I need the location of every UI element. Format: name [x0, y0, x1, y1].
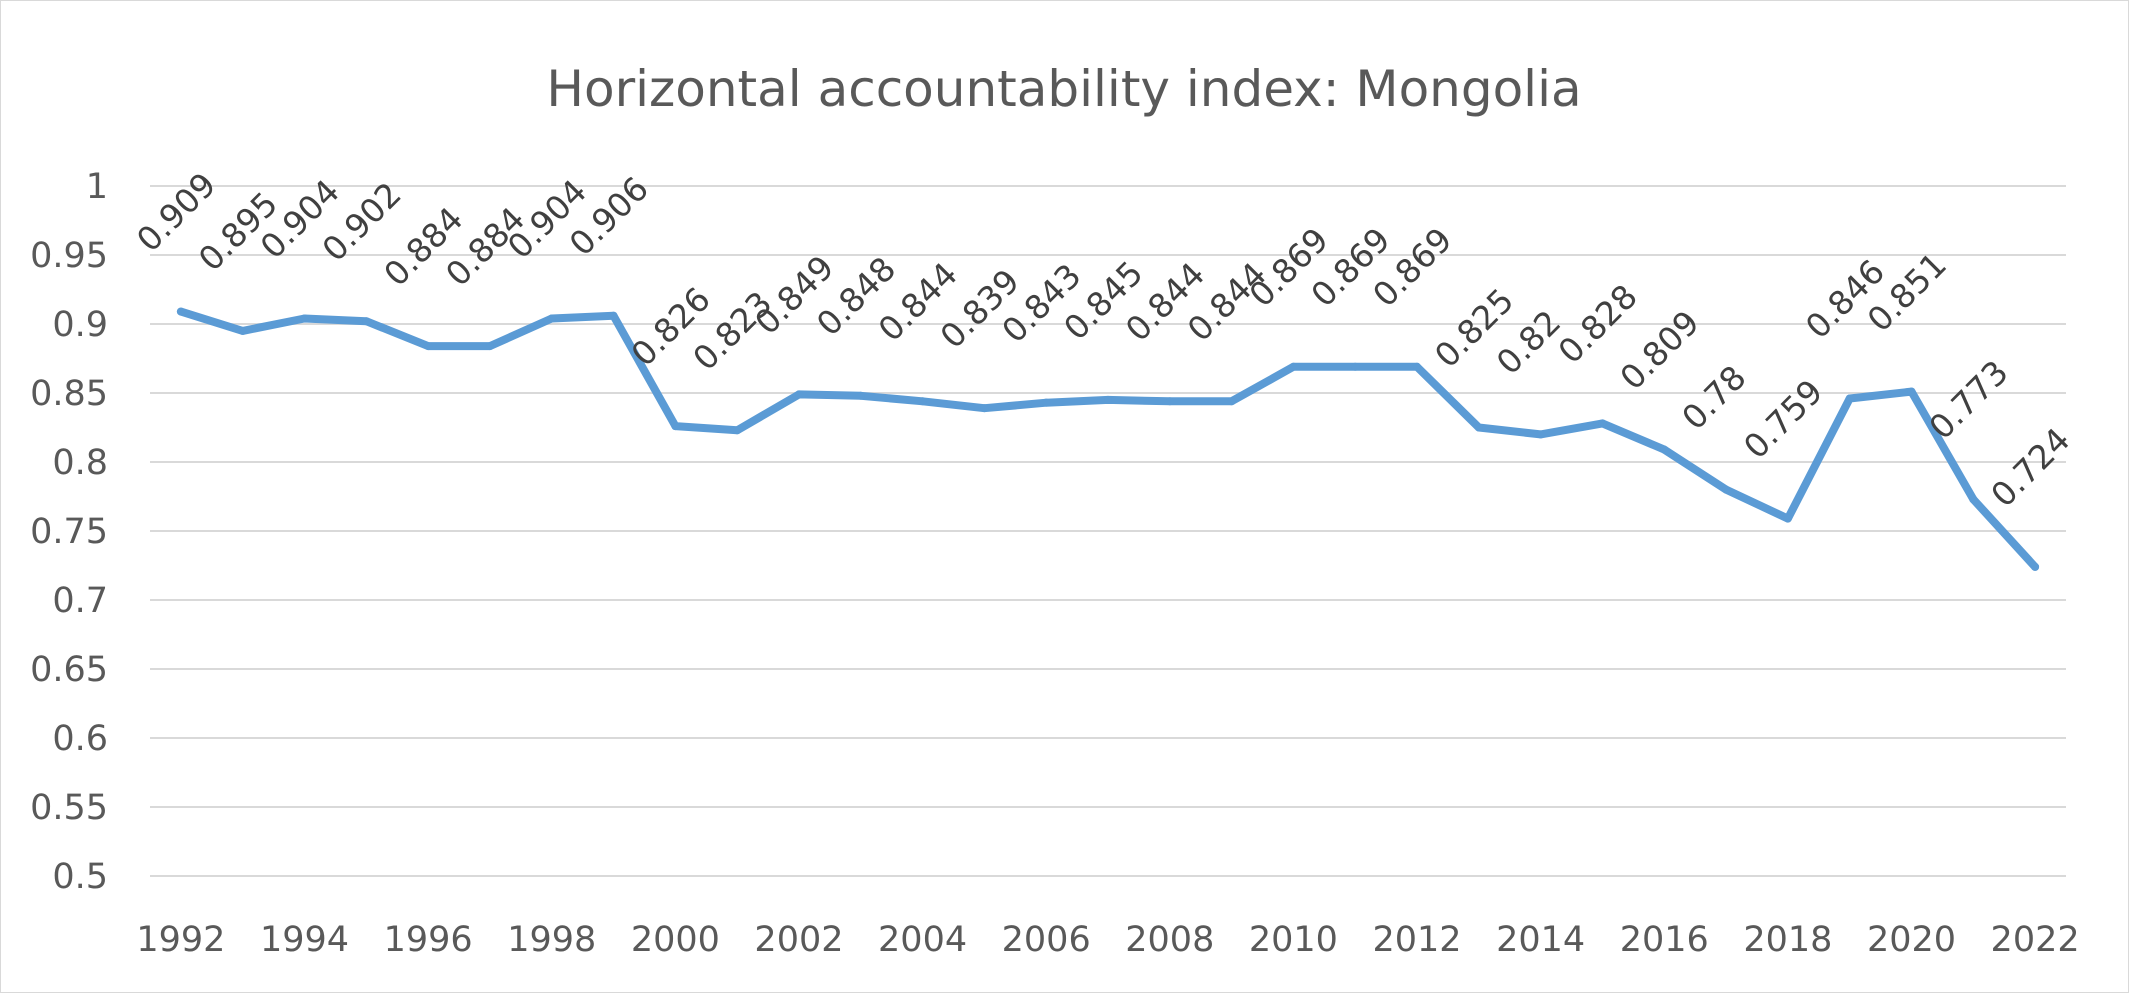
data-point: [1289, 362, 1298, 371]
x-tick-label: 2008: [1125, 920, 1214, 960]
x-tick-label: 2020: [1867, 920, 1956, 960]
x-tick-label: 2016: [1620, 920, 1709, 960]
data-label: 0.773: [1921, 353, 2015, 447]
data-point: [485, 342, 494, 351]
series-layer: [176, 307, 2040, 571]
data-point: [176, 307, 185, 316]
x-tick-label: 2018: [1743, 920, 1832, 960]
x-axis: 1992 1994 1996 1998 2000 2002 2004 2006 2008 2010…: [136, 920, 2079, 960]
data-point: [856, 391, 865, 400]
data-point: [424, 342, 433, 351]
data-point: [1660, 445, 1669, 454]
x-tick-label: 2012: [1372, 920, 1461, 960]
y-axis: 1 0.95 0.9 0.85 0.8 0.75 0.7 0.65 0.6 0.55 0.5: [30, 167, 108, 897]
x-tick-label: 2014: [1496, 920, 1585, 960]
data-point: [362, 317, 371, 326]
y-tick-label: 1: [86, 167, 108, 207]
data-point: [1969, 495, 1978, 504]
data-point: [238, 326, 247, 335]
y-tick-label: 0.5: [52, 857, 108, 897]
data-point: [1907, 387, 1916, 396]
x-tick-label: 2004: [878, 920, 967, 960]
data-point: [794, 390, 803, 399]
x-tick-label: 1994: [260, 920, 349, 960]
data-point: [980, 404, 989, 413]
data-point: [1598, 419, 1607, 428]
y-tick-label: 0.85: [30, 374, 108, 414]
y-tick-label: 0.55: [30, 788, 108, 828]
data-point: [1474, 423, 1483, 432]
data-point: [1104, 395, 1112, 404]
y-tick-label: 0.8: [52, 443, 108, 483]
x-tick-label: 2000: [631, 920, 720, 960]
data-point: [1042, 398, 1051, 407]
data-point: [1722, 485, 1731, 494]
data-point: [671, 422, 680, 431]
x-tick-label: 1992: [136, 920, 225, 960]
y-tick-label: 0.7: [52, 581, 108, 621]
data-point: [1536, 430, 1545, 439]
data-label: 0.78: [1674, 358, 1754, 438]
y-tick-label: 0.6: [52, 719, 108, 759]
data-point: [1227, 397, 1236, 406]
x-tick-label: 1996: [384, 920, 473, 960]
data-point: [609, 311, 618, 320]
data-point: [1413, 362, 1422, 371]
data-point: [733, 426, 742, 435]
chart-title: Horizontal accountability index: Mongoli…: [546, 60, 1581, 118]
data-point: [1783, 514, 1792, 523]
y-tick-label: 0.75: [30, 512, 108, 552]
y-tick-label: 0.65: [30, 650, 108, 690]
x-tick-label: 1998: [507, 920, 596, 960]
y-tick-label: 0.9: [52, 305, 108, 345]
data-point: [1351, 362, 1360, 371]
data-point: [1845, 394, 1854, 403]
data-point: [918, 397, 927, 406]
data-label: 0.724: [1983, 420, 2077, 514]
x-tick-label: 2010: [1249, 920, 1338, 960]
data-point: [300, 314, 309, 323]
x-tick-label: 2022: [1991, 920, 2080, 960]
data-point: [1165, 397, 1174, 406]
grid-lines: [150, 185, 2066, 877]
x-tick-label: 2006: [1002, 920, 1091, 960]
data-point: [2031, 562, 2040, 571]
y-tick-label: 0.95: [30, 236, 108, 276]
data-point: [547, 314, 556, 323]
x-tick-label: 2002: [754, 920, 843, 960]
